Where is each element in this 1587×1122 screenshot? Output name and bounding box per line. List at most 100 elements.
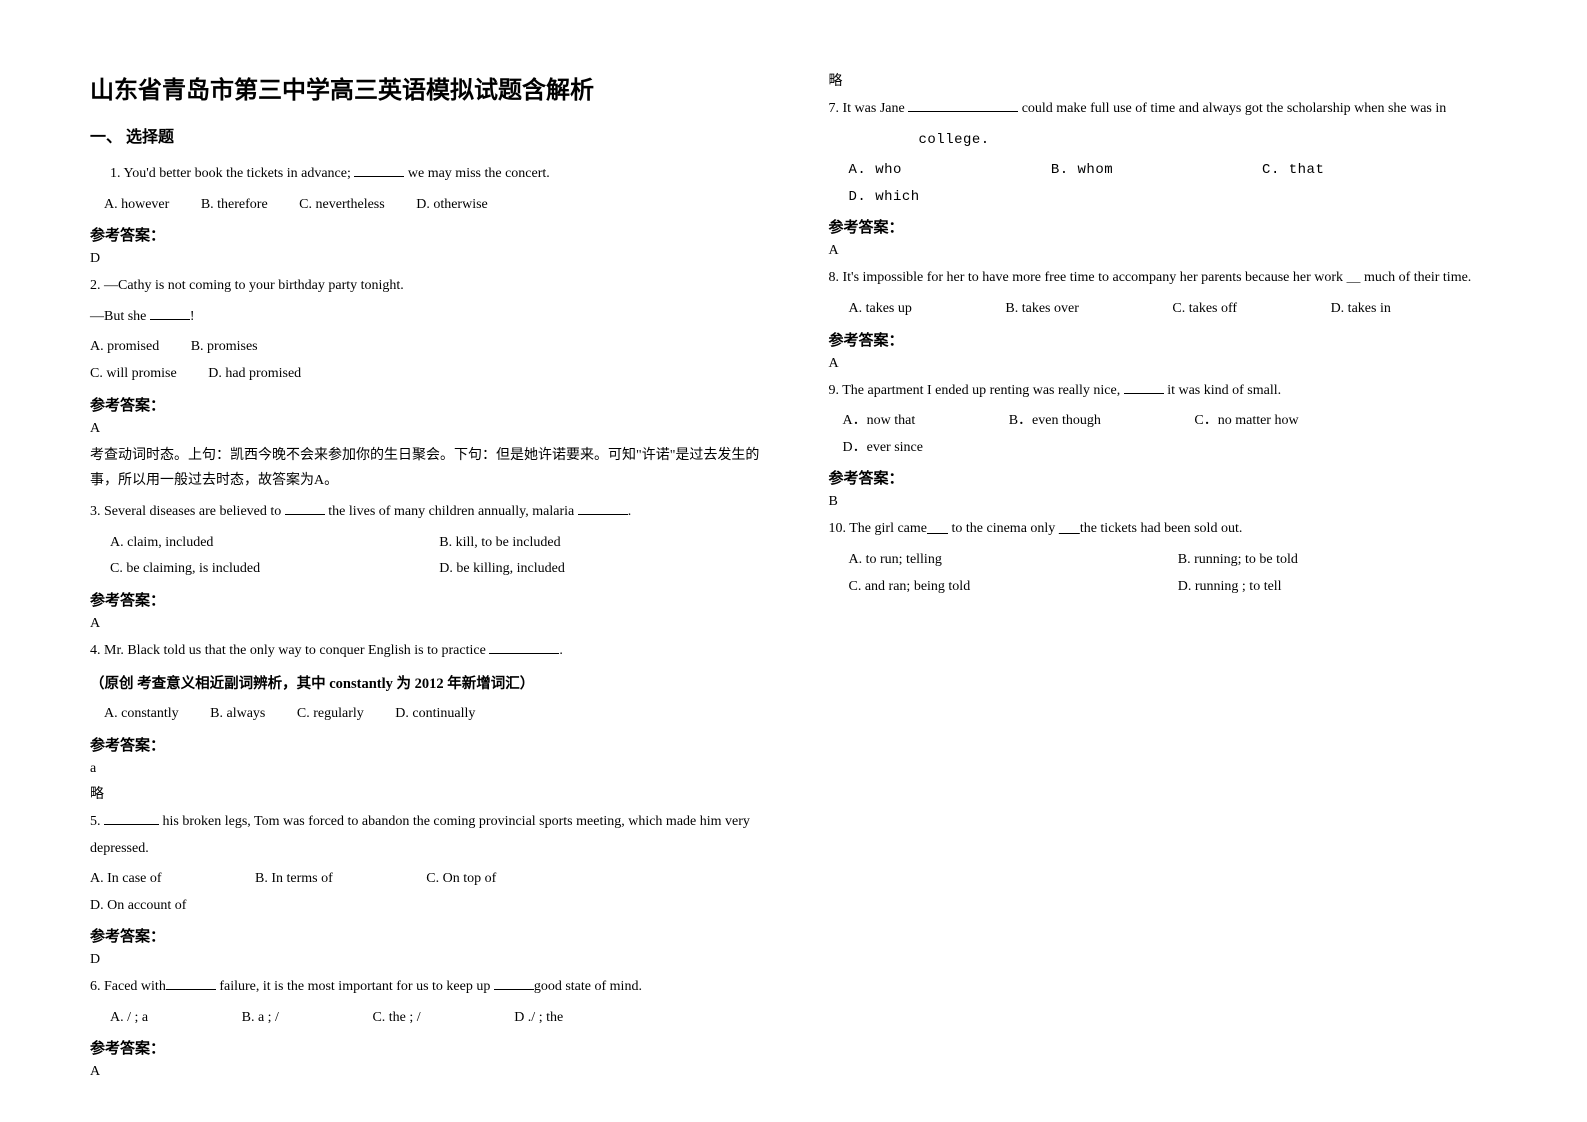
q10-opt-d: D. running ; to tell: [1178, 574, 1507, 601]
q3-opt-c: C. be claiming, is included: [110, 556, 439, 583]
q6-stem-c: good state of mind.: [534, 979, 642, 994]
q1-options: A. however B. therefore C. nevertheless …: [90, 192, 769, 219]
q8-stem: 8. It's impossible for her to have more …: [829, 265, 1508, 292]
q8-opt-c: C. takes off: [1172, 296, 1237, 323]
q5-opt-d: D. On account of: [90, 893, 186, 920]
q7-stem-c: college.: [829, 127, 1508, 154]
q9-opt-b: B．even though: [1009, 408, 1101, 435]
q3-stem: 3. Several diseases are believed to the …: [90, 499, 769, 526]
q3-stem-c: .: [628, 504, 632, 519]
lue: 略: [829, 70, 1508, 90]
q8-opt-a: A. takes up: [849, 296, 912, 323]
q3-options-row1: A. claim, included B. kill, to be includ…: [90, 530, 769, 557]
q5-opt-a: A. In case of: [90, 866, 162, 893]
q5-stem: 5. his broken legs, Tom was forced to ab…: [90, 809, 769, 862]
q6-opt-c: C. the ; /: [372, 1005, 420, 1032]
q9-stem: 9. The apartment I ended up renting was …: [829, 378, 1508, 405]
answer-label: 参考答案：: [90, 224, 769, 245]
q7-stem-b: could make full use of time and always g…: [1018, 101, 1446, 116]
answer-label: 参考答案：: [90, 925, 769, 946]
answer-label: 参考答案：: [90, 1037, 769, 1058]
q8-options: A. takes up B. takes over C. takes off D…: [829, 296, 1508, 323]
q2-explain: 考查动词时态。上句：凯西今晚不会来参加你的生日聚会。下句：但是她许诺要来。可知"…: [90, 443, 769, 493]
q4-answer: a: [90, 761, 769, 777]
q5-answer: D: [90, 952, 769, 968]
blank: [494, 977, 534, 991]
q5-opt-c: C. On top of: [426, 866, 496, 893]
q2-line1: 2. —Cathy is not coming to your birthday…: [90, 273, 769, 300]
q4-stem-a: 4. Mr. Black told us that the only way t…: [90, 643, 489, 658]
q2-options-row2: C. will promise D. had promised: [90, 361, 769, 388]
answer-label: 参考答案：: [829, 329, 1508, 350]
q10-opt-a: A. to run; telling: [849, 547, 1178, 574]
q10-stem-b: to the cinema only: [948, 521, 1059, 536]
blank: [150, 306, 190, 320]
q1-opt-a: A. however: [104, 192, 169, 219]
q1-opt-d: D. otherwise: [416, 192, 488, 219]
blank: [285, 501, 325, 515]
q3-stem-a: 3. Several diseases are believed to: [90, 504, 285, 519]
answer-label: 参考答案：: [829, 216, 1508, 237]
q6-opt-d: D ./ ; the: [514, 1005, 563, 1032]
q4-options: A. constantly B. always C. regularly D. …: [90, 701, 769, 728]
blank: [166, 977, 216, 991]
q10-stem-c: the tickets had been sold out.: [1080, 521, 1243, 536]
q4-opt-b: B. always: [210, 701, 265, 728]
answer-label: 参考答案：: [90, 394, 769, 415]
q5-opt-b: B. In terms of: [255, 866, 333, 893]
q3-options-row2: C. be claiming, is included D. be killin…: [90, 556, 769, 583]
lue: 略: [90, 783, 769, 803]
blank: [1059, 521, 1080, 536]
q6-stem: 6. Faced with failure, it is the most im…: [90, 974, 769, 1001]
q10-opt-b: B. running; to be told: [1178, 547, 1507, 574]
q9-opt-a: A．now that: [843, 408, 916, 435]
q3-opt-b: B. kill, to be included: [439, 530, 768, 557]
q6-stem-a: 6. Faced with: [90, 979, 166, 994]
q3-opt-a: A. claim, included: [110, 530, 439, 557]
blank: [578, 501, 628, 515]
q10-opt-c: C. and ran; being told: [849, 574, 1178, 601]
q7-opt-c: C. that: [1262, 157, 1324, 184]
q4-opt-c: C. regularly: [297, 701, 364, 728]
q7-opt-d: D. which: [849, 184, 920, 211]
q9-stem-a: 9. The apartment I ended up renting was …: [829, 383, 1124, 398]
q2-options-row1: A. promised B. promises: [90, 334, 769, 361]
blank: [104, 811, 159, 825]
q2-opt-b: B. promises: [191, 334, 258, 361]
q6-opt-a: A. / ; a: [110, 1005, 148, 1032]
q9-options: A．now that B．even though C．no matter how…: [829, 408, 1508, 461]
q5-stem-b: his broken legs, Tom was forced to aband…: [90, 814, 750, 856]
q2-line2: —But she !: [90, 304, 769, 331]
blank: [1124, 380, 1164, 394]
blank: [927, 521, 948, 536]
page-title: 山东省青岛市第三中学高三英语模拟试题含解析: [90, 70, 769, 105]
q1-opt-c: C. nevertheless: [299, 192, 385, 219]
exam-page: 山东省青岛市第三中学高三英语模拟试题含解析 一、 选择题 1. You'd be…: [0, 0, 1587, 1122]
blank: [908, 98, 1018, 112]
q4-stem-b: .: [559, 643, 563, 658]
q9-opt-c: C．no matter how: [1194, 408, 1298, 435]
q9-stem-b: it was kind of small.: [1164, 383, 1281, 398]
blank: [489, 640, 559, 654]
q7-opt-b: B. whom: [1051, 157, 1113, 184]
q2-opt-d: D. had promised: [208, 361, 301, 388]
q3-answer: A: [90, 616, 769, 632]
q6-stem-b: failure, it is the most important for us…: [216, 979, 494, 994]
q7-stem-a: 7. It was Jane: [829, 101, 909, 116]
blank: [354, 163, 404, 177]
q2-opt-c: C. will promise: [90, 361, 177, 388]
q5-options: A. In case of B. In terms of C. On top o…: [90, 866, 769, 919]
q4-note: （原创 考查意义相近副词辨析，其中 constantly 为 2012 年新增词…: [90, 672, 769, 693]
q10-options-row2: C. and ran; being told D. running ; to t…: [829, 574, 1508, 601]
q7-stem: 7. It was Jane could make full use of ti…: [829, 96, 1508, 123]
q1-stem-a: 1. You'd better book the tickets in adva…: [110, 166, 354, 181]
q3-opt-d: D. be killing, included: [439, 556, 768, 583]
q1-opt-b: B. therefore: [201, 192, 268, 219]
q6-options: A. / ; a B. a ; / C. the ; / D ./ ; the: [90, 1005, 769, 1032]
q4-stem: 4. Mr. Black told us that the only way t…: [90, 638, 769, 665]
q8-opt-d: D. takes in: [1331, 296, 1391, 323]
q4-opt-d: D. continually: [395, 701, 475, 728]
q6-answer: A: [90, 1064, 769, 1080]
q8-answer: A: [829, 356, 1508, 372]
q1-answer: D: [90, 251, 769, 267]
